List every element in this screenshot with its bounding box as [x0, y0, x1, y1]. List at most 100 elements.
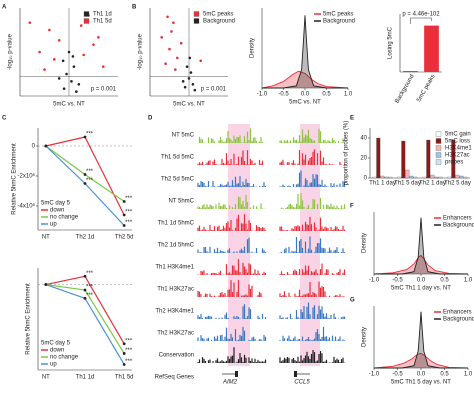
track-signal	[197, 194, 267, 209]
point	[160, 36, 163, 39]
significance-label: ***	[86, 132, 94, 138]
legend-label: probes	[445, 160, 463, 166]
legend-label: Background	[443, 317, 474, 323]
annotation: p = 4.46e-102	[402, 12, 440, 18]
significance-label: ***	[86, 285, 94, 291]
legend-label: Background	[443, 223, 474, 229]
panel-label: A	[2, 5, 7, 11]
track-signal	[279, 236, 346, 253]
track-signal	[279, 263, 346, 275]
density-area	[374, 311, 468, 368]
bar	[380, 175, 385, 179]
bar	[384, 176, 389, 179]
point	[57, 77, 61, 80]
bar	[422, 176, 427, 179]
y-axis-label: Density	[362, 327, 368, 347]
point	[71, 55, 75, 58]
x-tick-label: -0.5	[278, 92, 289, 98]
y-axis-label: -log₁₀ p-value	[8, 33, 14, 70]
legend-label: Background	[323, 19, 355, 25]
x-tick-label: 0.0	[417, 278, 426, 284]
bar	[455, 174, 460, 179]
density-line	[261, 70, 349, 89]
legend-swatch	[435, 131, 442, 137]
density-line	[373, 352, 469, 369]
density-area	[262, 71, 348, 88]
density-area	[374, 255, 468, 274]
x-tick-label: Th1 1 day	[369, 181, 396, 187]
bar	[459, 175, 464, 179]
annotation: p = 0.001	[91, 87, 117, 93]
significance-label: ***	[125, 210, 133, 216]
legend-swatch	[83, 11, 90, 17]
track-signal	[279, 326, 346, 341]
gene-label: AIM2	[222, 380, 238, 386]
bar	[426, 139, 431, 179]
panel-label: G	[350, 298, 355, 304]
x-tick-label: Background	[394, 74, 415, 105]
annotation: p = 0.001	[201, 87, 227, 93]
x-tick-label: -1.0	[369, 278, 380, 284]
point	[168, 47, 171, 51]
significance-label: ***	[86, 178, 94, 184]
y-axis-label: Relative 5hmC Enrichment	[12, 143, 18, 215]
point	[199, 59, 202, 63]
legend-swatch	[435, 159, 442, 165]
y-tick-label: -2x10⁶	[18, 173, 36, 180]
track-label: Th1 1d 5hmC	[158, 221, 195, 227]
significance-label: ***	[86, 271, 94, 277]
point	[38, 50, 41, 54]
bar	[430, 174, 435, 179]
panel-label: E	[350, 116, 354, 122]
point	[53, 58, 56, 61]
point	[187, 77, 191, 80]
x-axis-label: 5mC Th1 1 day vs. NT	[391, 286, 451, 292]
bar	[388, 176, 393, 179]
legend-label: no change	[50, 215, 79, 221]
y-tick-label: 0	[364, 176, 368, 182]
point	[83, 135, 87, 139]
significance-label: ***	[125, 220, 133, 226]
significance-label: ***	[86, 293, 94, 299]
point	[92, 43, 95, 46]
point	[193, 88, 197, 92]
legend-label: Enhancers	[443, 216, 472, 222]
track-signal	[197, 176, 267, 187]
track-signal	[279, 349, 346, 363]
x-tick-label: Th1 5 day	[394, 181, 421, 187]
point	[97, 36, 100, 39]
track-label: NT 5hmC	[168, 199, 194, 205]
point	[48, 28, 51, 32]
density-line	[262, 15, 348, 89]
legend-label: up	[50, 222, 57, 228]
point	[83, 274, 87, 278]
point	[75, 90, 78, 93]
density-line	[374, 311, 468, 369]
point	[61, 59, 65, 63]
x-tick-label: 1.0	[344, 92, 353, 98]
y-tick-label: -4x10⁶	[18, 203, 36, 210]
significance-label: ***	[125, 196, 133, 202]
track-label: Th2 5d 5mC	[161, 177, 195, 183]
track-signal	[197, 326, 267, 341]
point	[191, 82, 195, 86]
bar	[438, 176, 443, 179]
point	[185, 65, 189, 68]
point	[43, 68, 46, 71]
x-tick-label: 0.5	[440, 278, 449, 284]
point	[28, 21, 32, 24]
bar	[376, 137, 381, 179]
point	[181, 80, 185, 83]
density-area	[374, 217, 468, 274]
point	[122, 224, 126, 227]
density-line	[373, 254, 469, 275]
bar	[424, 25, 439, 73]
track-signal	[279, 193, 346, 209]
legend-swatch	[193, 11, 200, 17]
point	[188, 56, 192, 60]
point	[77, 82, 81, 86]
track-label: Th2 1d 5hmC	[158, 243, 195, 249]
point	[174, 68, 177, 71]
point	[83, 182, 87, 185]
point	[102, 65, 105, 68]
